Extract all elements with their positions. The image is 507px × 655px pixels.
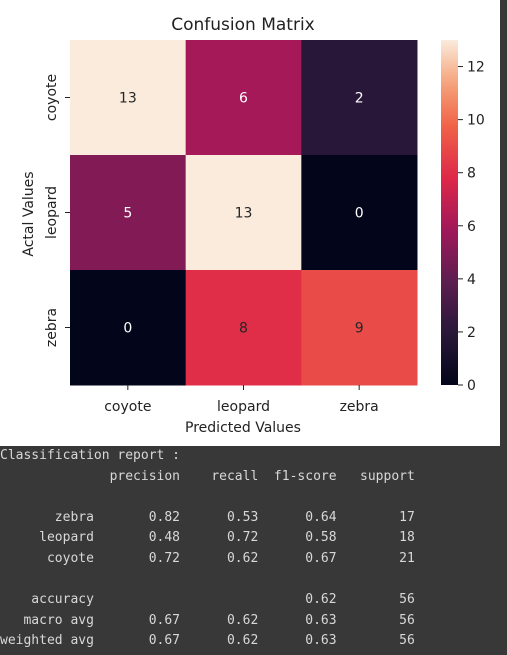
cell-value-label: 6	[239, 91, 248, 107]
colorbar-tick-label: 12	[467, 60, 485, 76]
confusion-matrix-figure: Confusion Matrix 13 6 2 5 13 0 0 8 9 coyote leopa…	[0, 0, 500, 446]
report-line: coyote 0.72 0.62 0.67 21	[0, 550, 415, 566]
chart-title: Confusion Matrix	[171, 15, 315, 35]
heatmap-cell-leopard-leopard	[185, 155, 302, 271]
report-line: accuracy 0.62 56	[0, 592, 415, 608]
cell-value-label: 2	[355, 91, 364, 107]
report-line	[0, 570, 507, 591]
cell-value-label: 13	[235, 206, 253, 222]
x-axis-label: Predicted Values	[185, 420, 301, 436]
cell-value-label: 5	[123, 206, 132, 222]
colorbar-tick-label: 8	[467, 166, 476, 182]
heatmap-cell-leopard-coyote	[70, 155, 187, 271]
cell-value-label: 13	[119, 91, 137, 107]
cell-value-label: 0	[355, 206, 364, 222]
heatmap-cell-leopard-zebra	[301, 155, 418, 271]
colorbar	[441, 40, 458, 385]
y-axis-label: Actal Values	[21, 171, 37, 256]
report-line: precision recall f1-score support	[0, 468, 415, 484]
colorbar-ticks: 0 2 4 6 8 10 12	[458, 60, 485, 394]
x-tick-label: leopard	[217, 399, 270, 415]
x-tick-label: zebra	[340, 399, 379, 415]
cell-value-label: 8	[239, 321, 248, 337]
colorbar-tick-label: 10	[467, 113, 485, 129]
y-tick-label: leopard	[44, 186, 60, 239]
confusion-matrix-svg: Confusion Matrix 13 6 2 5 13 0 0 8 9 coyote leopa…	[21, 15, 485, 436]
heatmap-cell-coyote-zebra	[301, 40, 418, 156]
heatmap-cell-labels: 13 6 2 5 13 0 0 8 9	[119, 91, 364, 337]
heatmap-cell-zebra-zebra	[301, 270, 418, 386]
heatmap-cell-coyote-coyote	[70, 40, 187, 156]
cell-value-label: 0	[123, 321, 132, 337]
classification-report: Classification report : precision recall…	[0, 446, 507, 655]
colorbar-tick-label: 4	[467, 272, 476, 288]
report-line: zebra 0.82 0.53 0.64 17	[0, 509, 415, 525]
heatmap-cells	[70, 40, 418, 386]
x-axis-ticks: coyote leopard zebra	[104, 385, 379, 415]
x-tick-label: coyote	[104, 399, 151, 415]
y-axis-ticks: coyote leopard zebra	[44, 74, 70, 347]
y-tick-label: zebra	[44, 308, 60, 347]
heatmap-cell-coyote-leopard	[185, 40, 302, 156]
report-line: macro avg 0.67 0.62 0.63 56	[0, 612, 415, 628]
cell-value-label: 9	[355, 321, 364, 337]
report-line	[0, 487, 507, 508]
heatmap-cell-zebra-coyote	[70, 270, 187, 386]
heatmap-cell-zebra-leopard	[185, 270, 302, 386]
report-title: Classification report :	[0, 448, 181, 463]
report-line: leopard 0.48 0.72 0.58 18	[0, 530, 415, 546]
colorbar-tick-label: 6	[467, 219, 476, 235]
report-line: weighted avg 0.67 0.62 0.63 56	[0, 633, 415, 649]
colorbar-tick-label: 2	[467, 325, 476, 341]
colorbar-tick-label: 0	[467, 378, 476, 394]
y-tick-label: coyote	[44, 74, 60, 121]
